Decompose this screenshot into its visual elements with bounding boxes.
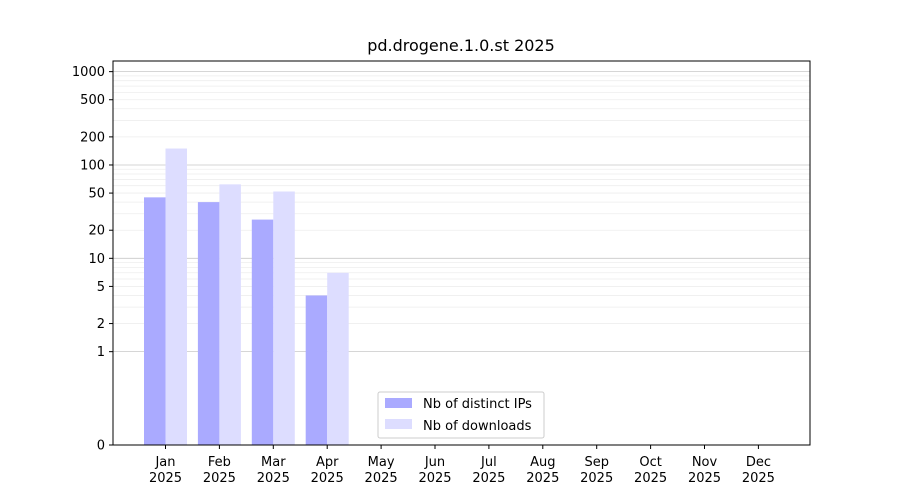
x-tick-label-year: 2025 (580, 471, 613, 486)
y-tick-label: 2 (97, 317, 105, 332)
x-tick-label-month: Jul (480, 455, 497, 470)
x-tick-label-year: 2025 (203, 471, 236, 486)
y-tick-label: 5 (97, 280, 105, 295)
x-tick-label-month: Aug (530, 455, 555, 470)
x-tick-label-month: Apr (316, 455, 339, 470)
y-tick-label: 500 (80, 93, 105, 108)
y-tick-label: 200 (80, 130, 105, 145)
y-tick-label: 100 (80, 158, 105, 173)
x-tick-label-year: 2025 (311, 471, 344, 486)
y-tick-label: 1 (97, 345, 105, 360)
bar-downloads (219, 184, 241, 445)
x-tick-label-month: Sep (584, 455, 609, 470)
legend-label-downloads: Nb of downloads (423, 419, 532, 434)
y-axis: 0 1 2 5 10 20 50 100 200 500 1000 (72, 65, 113, 454)
legend-swatch-downloads (385, 419, 412, 429)
y-tick-label: 1000 (72, 65, 105, 80)
x-tick-label-month: Dec (746, 455, 771, 470)
x-tick-label-month: Mar (261, 455, 286, 470)
bars (144, 148, 349, 445)
x-tick-label-year: 2025 (742, 471, 775, 486)
bar-distinct-ips (251, 219, 274, 445)
bar-downloads (165, 148, 187, 445)
y-tick-label: 0 (97, 439, 105, 454)
bar-distinct-ips (197, 202, 220, 445)
bar-downloads (273, 191, 295, 445)
x-tick-label-year: 2025 (418, 471, 451, 486)
x-tick-label-month: Nov (692, 455, 718, 470)
legend-swatch-distinct-ips (385, 398, 412, 408)
x-tick-label-year: 2025 (634, 471, 667, 486)
y-tick-label: 10 (88, 252, 105, 267)
x-tick-label-month: Feb (208, 455, 231, 470)
x-tick-label-year: 2025 (472, 471, 505, 486)
x-tick-label-month: May (368, 455, 395, 470)
legend-label-distinct-ips: Nb of distinct IPs (423, 397, 532, 412)
legend-box (377, 391, 545, 439)
plot-frame (112, 60, 811, 446)
x-tick-label-year: 2025 (526, 471, 559, 486)
y-tick-label: 20 (88, 224, 105, 239)
x-tick-label-year: 2025 (257, 471, 290, 486)
bar-distinct-ips (144, 197, 166, 445)
x-axis: Jan2025Feb2025Mar2025Apr2025May2025Jun20… (149, 445, 775, 486)
x-tick-label-month: Jan (154, 455, 175, 470)
bar-distinct-ips (305, 295, 328, 445)
chart-title: pd.drogene.1.0.st 2025 (367, 36, 555, 55)
x-tick-label-year: 2025 (149, 471, 182, 486)
x-tick-label-month: Oct (639, 455, 661, 470)
x-tick-label-month: Jun (424, 455, 445, 470)
x-tick-label-year: 2025 (688, 471, 721, 486)
bar-downloads (327, 272, 349, 445)
legend: Nb of distinct IPs Nb of downloads (377, 391, 545, 439)
x-tick-label-year: 2025 (365, 471, 398, 486)
y-tick-label: 50 (88, 187, 105, 202)
